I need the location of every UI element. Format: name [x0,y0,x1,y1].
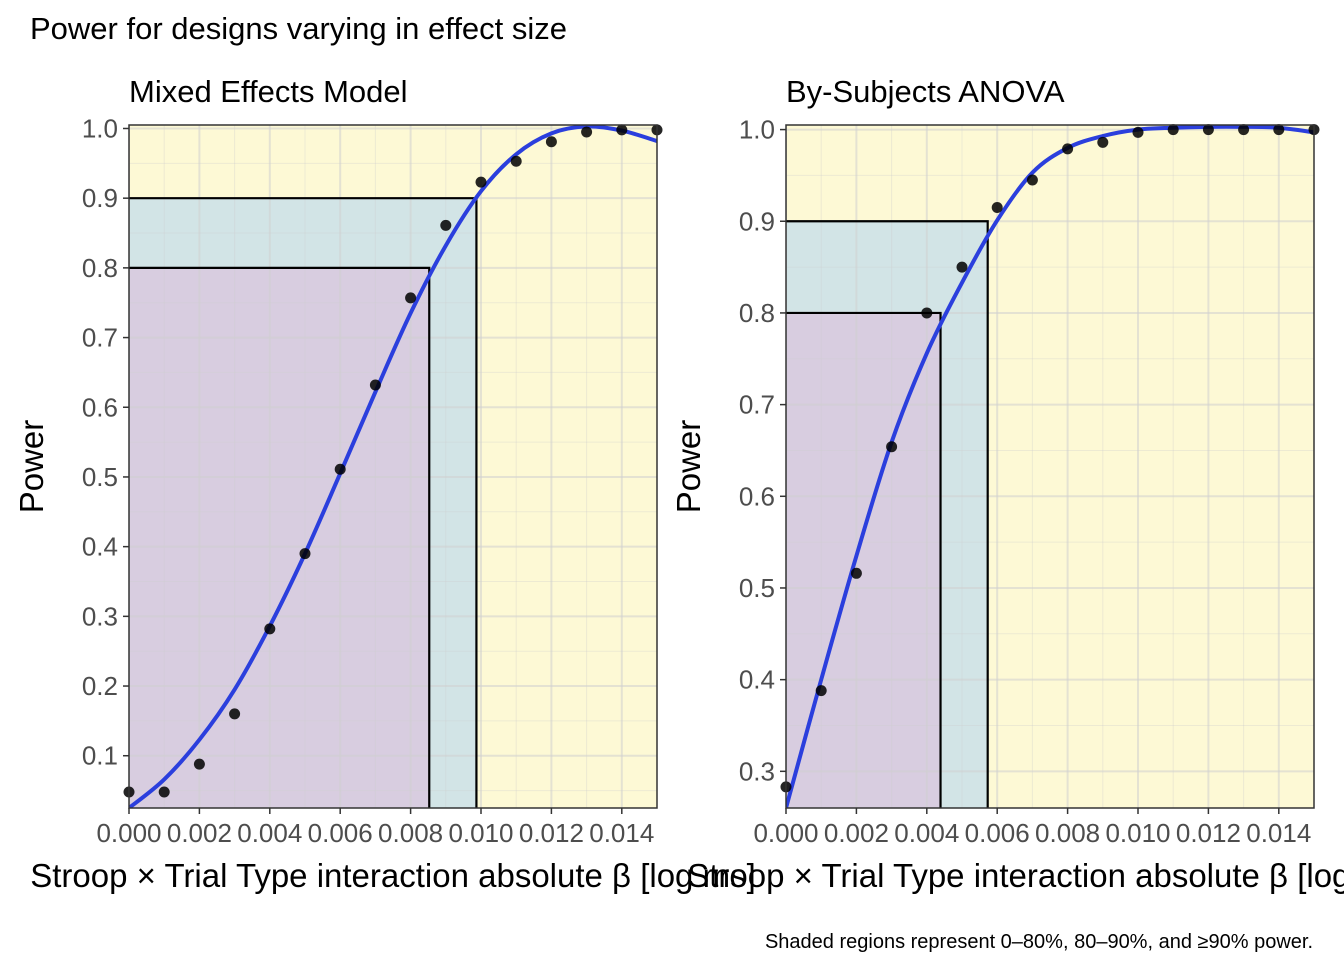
y-tick-label: 1.0 [739,115,775,145]
data-point [193,758,205,770]
x-tick-label: 0.014 [1246,818,1311,848]
x-tick-label: 0.008 [1035,818,1100,848]
y-tick-label: 0.7 [739,390,775,420]
data-point [1238,124,1250,136]
x-tick-label: 0.000 [96,818,161,848]
panel-title: By-Subjects ANOVA [786,74,1065,109]
y-tick-label: 0.6 [739,481,775,511]
y-tick-label: 0.6 [82,392,118,422]
data-point [510,155,522,167]
data-point [1062,143,1074,155]
data-point [1273,124,1285,136]
panel-2: 0.000 0.002 0.004 0.006 0.008 0.010 0.012 0.014… [670,74,1344,894]
y-tick-label: 0.3 [82,601,118,631]
data-point [405,292,417,304]
plot-frame [785,124,1315,809]
x-tick-label: 0.006 [308,818,373,848]
x-tick-label: 0.006 [965,818,1030,848]
figure-title: Power for designs varying in effect size [30,11,567,46]
data-point [1167,124,1179,136]
data-point [229,708,241,720]
data-point [475,176,487,188]
y-tick-label: 0.9 [739,206,775,236]
x-tick-label: 0.010 [448,818,513,848]
data-points [780,124,1320,793]
x-tick-label: 0.004 [237,818,302,848]
y-tick-label: 0.9 [82,183,118,213]
data-point [991,202,1003,214]
y-tick-label: 0.4 [82,532,118,562]
threshold-line-80 [786,311,942,808]
data-point [921,307,933,319]
data-point [850,567,862,579]
y-tick-label: 0.3 [739,756,775,786]
threshold-line-90 [786,220,989,808]
data-point [299,548,311,560]
panel-1: 0.000 0.002 0.004 0.006 0.008 0.010 0.012 0.014… [13,74,756,894]
y-tick-label: 0.8 [739,298,775,328]
plot-frame [128,124,658,809]
y-tick-label: 0.7 [82,323,118,353]
data-point [545,136,557,148]
y-tick-label: 0.1 [82,741,118,771]
x-axis-title: Stroop × Trial Type interaction absolute… [30,857,756,894]
data-point [334,463,346,475]
y-axis-title: Power [670,420,707,514]
panel-title: Mixed Effects Model [129,74,408,109]
data-point [158,786,170,798]
x-tick-label: 0.008 [378,818,443,848]
power-curve [786,125,1314,808]
threshold-line-80 [129,266,431,808]
region-low-power [129,267,430,808]
y-tick-label: 0.2 [82,671,118,701]
power-curve [129,125,657,808]
x-axis-title: Stroop × Trial Type interaction absolute… [687,857,1344,894]
y-tick-label: 0.8 [82,253,118,283]
x-tick-label: 0.004 [894,818,959,848]
x-tick-label: 0.012 [519,818,584,848]
data-point [1202,124,1214,136]
x-tick-label: 0.014 [589,818,654,848]
x-tick-label: 0.002 [824,818,889,848]
data-point [440,219,452,231]
x-tick-label: 0.000 [753,818,818,848]
data-point [1097,136,1109,148]
figure-caption: Shaded regions represent 0–80%, 80–90%, … [765,931,1313,953]
data-point [886,441,898,453]
data-point [1026,174,1038,186]
data-point [616,124,628,136]
region-low-power [786,312,941,808]
data-point [369,379,381,391]
x-tick-label: 0.010 [1105,818,1170,848]
panels: 0.000 0.002 0.004 0.006 0.008 0.010 0.012 0.014… [13,74,1344,894]
x-tick-label: 0.002 [167,818,232,848]
y-tick-label: 1.0 [82,113,118,143]
y-tick-label: 0.5 [82,462,118,492]
x-tick-label: 0.012 [1176,818,1241,848]
y-tick-label: 0.5 [739,573,775,603]
data-point [815,685,827,697]
gridlines [786,125,1314,808]
data-point [581,126,593,138]
y-tick-label: 0.4 [739,665,775,695]
data-point [956,261,968,273]
data-point [264,623,276,635]
y-axis-title: Power [13,420,50,514]
data-point [1132,126,1144,138]
